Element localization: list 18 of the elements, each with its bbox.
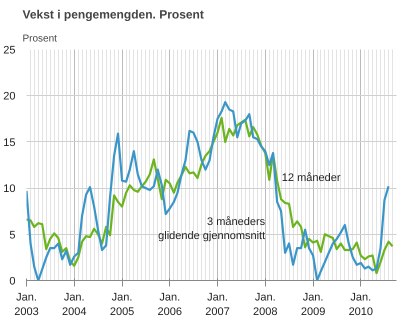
y-tick-label: 25 — [3, 44, 16, 56]
series-label: 12 måneder — [282, 172, 341, 184]
x-tick-label: Jan. 2010 — [348, 292, 374, 318]
y-axis-title: Prosent — [22, 34, 58, 44]
series-label: 3 måneders glidende gjennomsnitt — [158, 216, 266, 242]
y-tick-label: 10 — [3, 183, 16, 196]
y-tick-label: 0 — [9, 276, 16, 288]
y-tick-label: 5 — [9, 229, 16, 242]
x-tick-label: Jan. 2009 — [300, 292, 326, 318]
x-tick-label: Jan. 2006 — [158, 292, 182, 318]
x-tick-label: Jan. 2008 — [253, 292, 278, 318]
x-tick-label: Jan. 2007 — [205, 292, 230, 318]
y-tick-label: 15 — [3, 136, 16, 149]
x-tick-label: Jan. 2003 — [14, 292, 39, 318]
y-tick-label: 20 — [3, 90, 16, 103]
x-tick-label: Jan. 2005 — [110, 292, 134, 318]
x-tick-label: Jan. 2004 — [62, 292, 86, 318]
chart-title: Vekst i pengemengden. Prosent — [22, 8, 204, 22]
